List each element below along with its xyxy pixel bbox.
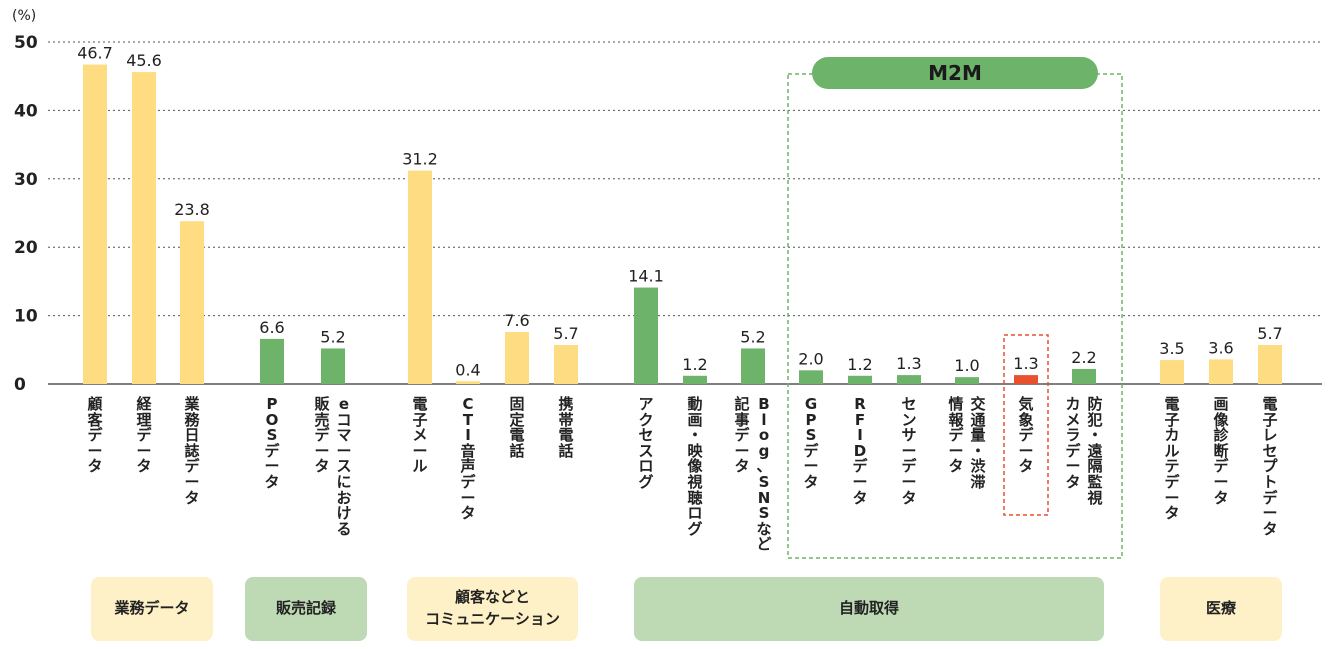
bar — [180, 221, 204, 384]
y-tick-label: 0 — [14, 375, 26, 395]
category-label: 業務日誌データ — [184, 395, 200, 507]
bar — [1209, 359, 1233, 384]
m2m-frame — [787, 73, 1123, 559]
m2m-label: M2M — [928, 61, 982, 85]
bar — [897, 375, 921, 384]
value-label: 5.2 — [320, 327, 345, 346]
y-tick-label: 50 — [14, 33, 38, 53]
group-label: 販売記録 — [245, 577, 367, 641]
category-label: 販売データ — [314, 395, 330, 476]
value-label: 7.6 — [504, 311, 529, 330]
category-label: 電子カルテデータ — [1164, 395, 1180, 523]
value-label: 45.6 — [126, 51, 162, 70]
y-tick-label: 20 — [14, 238, 38, 258]
bar — [741, 348, 765, 384]
bar — [848, 375, 872, 384]
bar — [1258, 345, 1282, 384]
bar — [634, 287, 658, 384]
value-label: 46.7 — [77, 44, 113, 63]
value-label: 3.5 — [1159, 339, 1184, 358]
value-label: 31.2 — [402, 150, 438, 169]
value-label: 1.2 — [682, 355, 707, 374]
category-label: 記事データ — [734, 395, 750, 476]
category-label: 固定電話 — [509, 395, 525, 460]
y-tick-label: 30 — [14, 170, 38, 190]
value-label: 3.6 — [1208, 338, 1233, 357]
category-label: 動画・映像視聴ログ — [687, 395, 703, 538]
group-label: 自動取得 — [634, 577, 1104, 641]
bar — [1072, 368, 1096, 384]
value-label: 23.8 — [174, 200, 210, 219]
value-label: 1.2 — [847, 355, 872, 374]
bar — [505, 332, 529, 384]
value-label: 0.4 — [455, 360, 480, 379]
group-label: 顧客などと コミュニケーション — [407, 577, 578, 641]
value-label: 14.1 — [628, 267, 664, 286]
category-label: 気象データ — [1018, 395, 1034, 476]
y-tick-label: 10 — [14, 307, 38, 327]
value-label: 6.6 — [259, 318, 284, 337]
value-label: 2.2 — [1071, 348, 1096, 367]
bar — [83, 64, 107, 385]
category-label: 画像診断データ — [1213, 395, 1229, 507]
bar — [456, 381, 480, 384]
group-label: 業務データ — [91, 577, 213, 641]
bar — [799, 370, 823, 384]
bar — [683, 375, 707, 384]
bar — [1014, 375, 1038, 384]
category-label: 交通量・渋滞 — [970, 395, 986, 491]
value-label: 1.3 — [1013, 354, 1038, 373]
category-label: 電子レセプトデータ — [1262, 395, 1278, 538]
y-tick-label: 40 — [14, 101, 38, 121]
category-label: 防犯・遠隔監視 — [1087, 395, 1103, 507]
y-unit-label: (%) — [12, 8, 36, 24]
category-label: 携帯電話 — [558, 395, 574, 460]
category-label: センサーデータ — [901, 395, 917, 507]
m2m-badge — [812, 57, 1098, 89]
category-label: 電子メール — [412, 395, 428, 476]
value-label: 5.7 — [553, 324, 578, 343]
value-label: 1.3 — [896, 354, 921, 373]
category-label: アクセスログ — [638, 395, 654, 491]
bar — [408, 170, 432, 384]
bar — [955, 377, 979, 384]
category-label: 顧客データ — [87, 395, 103, 476]
value-label: 5.7 — [1257, 324, 1282, 343]
category-label: 経理データ — [136, 395, 152, 476]
category-label: 情報データ — [948, 395, 964, 476]
highlight-frame — [1003, 334, 1049, 516]
value-label: 5.2 — [740, 327, 765, 346]
bar — [1160, 360, 1184, 384]
bar — [260, 338, 284, 384]
bar — [132, 72, 156, 384]
bar — [554, 345, 578, 384]
value-label: 2.0 — [798, 349, 823, 368]
category-label: カメラデータ — [1065, 395, 1081, 491]
value-label: 1.0 — [954, 356, 979, 375]
bar — [321, 348, 345, 384]
group-label: 医療 — [1160, 577, 1282, 641]
